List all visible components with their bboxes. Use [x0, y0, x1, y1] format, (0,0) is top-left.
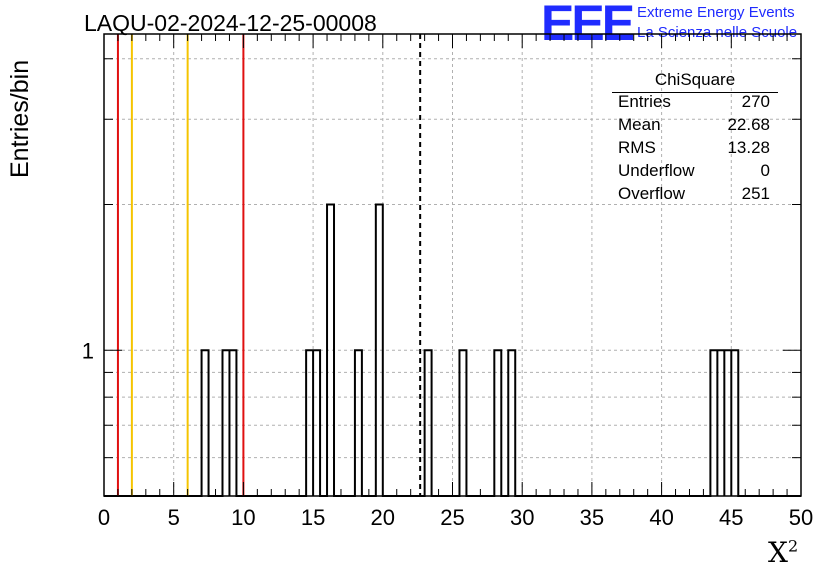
x-tick-label: 25 — [440, 505, 464, 530]
x-tick-label: 40 — [649, 505, 673, 530]
x-tick-label: 30 — [510, 505, 534, 530]
histogram-bin — [508, 350, 515, 496]
x-tick-label: 0 — [98, 505, 110, 530]
x-tick-label: 50 — [789, 505, 813, 530]
stats-row: Overflow 251 — [618, 184, 770, 204]
stats-label: RMS — [618, 138, 656, 157]
histogram-bin — [202, 350, 209, 496]
histogram-bin — [425, 350, 432, 496]
stats-row: Mean 22.68 — [618, 115, 770, 135]
logo-line-2: La Scienza nelle Scuole — [637, 24, 798, 41]
stats-row: Entries 270 — [618, 92, 770, 112]
stats-value: 0 — [760, 161, 770, 180]
x-tick-label: 10 — [231, 505, 255, 530]
stats-title: ChiSquare — [654, 70, 736, 89]
chart-title: LAQU-02-2024-12-25-00008 — [84, 10, 377, 36]
histogram-bin — [306, 350, 313, 496]
x-axis-label: X2 — [768, 536, 798, 569]
histogram-bin — [710, 350, 717, 496]
histogram-bin — [313, 350, 320, 496]
histogram-bin — [731, 350, 738, 496]
stats-value: 22.68 — [727, 115, 770, 134]
histogram-bin — [229, 350, 236, 496]
histogram-bin — [376, 205, 383, 496]
y-tick-label: 1 — [82, 338, 94, 363]
stats-row: RMS 13.28 — [618, 138, 770, 158]
x-tick-label: 5 — [168, 505, 180, 530]
histogram-bin — [459, 350, 466, 496]
stats-divider — [612, 92, 778, 93]
stats-value: 13.28 — [727, 138, 770, 157]
x-tick-label: 45 — [719, 505, 743, 530]
x-tick-label: 35 — [580, 505, 604, 530]
histogram-bin — [222, 350, 229, 496]
histogram-bin — [327, 205, 334, 496]
x-tick-label: 20 — [371, 505, 395, 530]
logo-line-1: Extreme Energy Events — [637, 4, 795, 21]
stats-row: Underflow 0 — [618, 161, 770, 181]
histogram-bin — [717, 350, 724, 496]
histogram-bin — [355, 350, 362, 496]
histogram-bin — [494, 350, 501, 496]
x-axis-label-base: X — [768, 536, 788, 569]
x-axis-label-sup: 2 — [787, 536, 799, 556]
stats-label: Entries — [618, 92, 671, 111]
stats-label: Mean — [618, 115, 661, 134]
stats-value: 251 — [741, 184, 770, 203]
stats-label: Overflow — [618, 184, 686, 203]
x-tick-label: 15 — [301, 505, 325, 530]
stats-value: 270 — [741, 92, 770, 111]
histogram-bin — [724, 350, 731, 496]
stats-label: Underflow — [618, 161, 695, 180]
